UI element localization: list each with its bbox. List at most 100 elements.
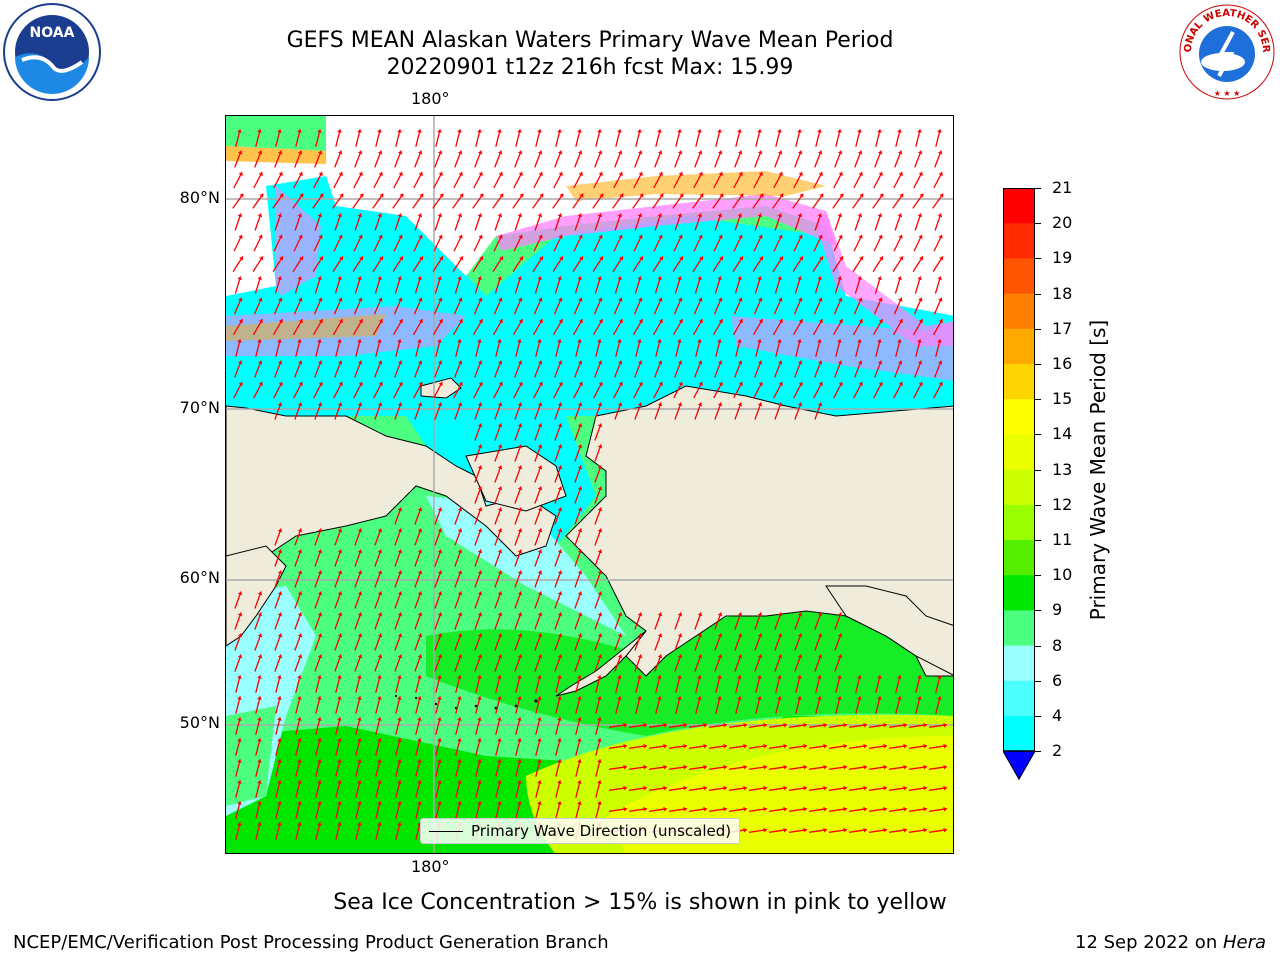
wave-arrow-head [478, 297, 483, 302]
wave-arrow-head [437, 717, 442, 721]
wave-arrow-head [517, 612, 523, 617]
wave-arrow-head [597, 801, 602, 805]
wave-arrow-head [723, 722, 727, 728]
wave-arrow-head [477, 423, 483, 428]
colorbar-label: Primary Wave Mean Period [s] [1086, 319, 1110, 621]
wave-arrow-head [623, 722, 627, 728]
wave-arrow-head [637, 276, 642, 281]
wave-arrow-head [617, 276, 622, 281]
wave-arrow-head [277, 612, 283, 617]
aleutian-islands [394, 694, 538, 710]
wave-arrow-head [397, 591, 403, 596]
wave-arrow-head [317, 213, 323, 218]
wave-arrow-head [837, 696, 842, 700]
wave-arrow-head [419, 193, 424, 198]
wave-arrow-head [497, 549, 503, 554]
wave-arrow-head [537, 150, 543, 155]
colorbar-extend-arrow [1003, 750, 1035, 781]
wave-arrow-head [579, 193, 584, 198]
wave-arrow-head [297, 738, 302, 742]
wave-arrow-head [597, 675, 602, 679]
wave-arrow-head [239, 256, 244, 261]
wave-arrow-head [337, 759, 342, 763]
wave-arrow-head [578, 382, 583, 386]
wave-arrow-head [897, 360, 903, 365]
wave-arrow-head [637, 213, 643, 218]
wave-arrow-head [317, 402, 323, 407]
wave-arrow-head [317, 528, 323, 533]
wave-arrow-head [477, 759, 482, 763]
wave-arrow-head [237, 213, 243, 218]
wave-arrow-head [798, 234, 803, 239]
wave-arrow-head [537, 339, 542, 343]
wave-arrow-head [843, 764, 847, 770]
colorbar-tick [1035, 258, 1041, 260]
wave-arrow-head [597, 738, 602, 742]
wave-arrow-head [518, 319, 523, 324]
wave-arrow-head [438, 234, 443, 239]
wave-arrow-head [437, 675, 442, 679]
colorbar-cell [1003, 364, 1035, 400]
wave-arrow-head [819, 256, 824, 261]
wave-arrow-head [257, 717, 262, 721]
colorbar-cell [1003, 328, 1035, 365]
wave-arrow-head [357, 717, 362, 721]
wave-arrow-head [338, 234, 343, 239]
wave-arrow-head [799, 193, 804, 198]
wave-arrow-head [517, 339, 522, 343]
wave-arrow-head [437, 780, 442, 784]
wave-arrow-head [317, 360, 323, 365]
colorbar-tick-label: 13 [1052, 459, 1073, 479]
wave-arrow-head [338, 382, 343, 386]
wave-arrow-head [477, 402, 483, 407]
wave-arrow-head [237, 360, 243, 365]
wave-arrow-head [477, 276, 482, 281]
wave-arrow-head [698, 172, 703, 176]
wave-arrow-head [859, 193, 864, 198]
wave-arrow-head [817, 129, 822, 133]
wave-arrow-head [917, 150, 923, 155]
footer-date: 12 Sep 2022 on Hera [1075, 932, 1266, 953]
ice-margin-beaufort [731, 316, 953, 381]
wave-arrow-head [277, 633, 283, 638]
wave-arrow-head [557, 612, 563, 617]
wave-arrow-head [517, 402, 523, 407]
wave-arrow-head [798, 382, 803, 386]
wave-arrow-head [777, 276, 782, 281]
wave-arrow-head [337, 780, 342, 784]
wave-arrow-head [277, 549, 283, 554]
wave-arrow-head [417, 129, 422, 133]
wave-arrow-head [558, 319, 563, 324]
wave-arrow-head [537, 717, 542, 721]
wave-arrow-head [657, 129, 662, 133]
wave-arrow-head [557, 486, 563, 491]
wave-arrow-head [417, 612, 423, 617]
wave-arrow-head [377, 129, 382, 133]
wave-arrow-head [497, 696, 502, 700]
wave-arrow-head [677, 213, 683, 218]
wave-arrow-head [477, 675, 482, 679]
wave-arrow-head [817, 360, 823, 365]
wave-arrow-head [577, 276, 582, 281]
wave-arrow-head [658, 382, 663, 386]
wave-arrow-head [717, 612, 723, 617]
wave-arrow-head [897, 276, 902, 281]
wave-arrow-head [557, 570, 563, 575]
wave-arrow-head [537, 129, 542, 133]
wave-arrow-head [257, 612, 263, 617]
wave-arrow-head [537, 549, 543, 554]
wave-arrow-head [577, 444, 583, 449]
land-wrangel-island [420, 377, 462, 399]
wave-arrow-head [377, 633, 383, 638]
wave-arrow-head [457, 339, 462, 343]
wave-arrow-head [377, 402, 383, 407]
wave-arrow-head [757, 402, 763, 407]
wave-arrow-head [697, 696, 702, 700]
wave-arrow-head [637, 612, 643, 617]
wave-arrow-head [757, 276, 762, 281]
wave-arrow-head [657, 360, 663, 365]
wave-arrow-head [497, 528, 503, 533]
wave-arrow-head [537, 570, 543, 575]
wave-arrow-head [497, 675, 502, 679]
wave-arrow-head [858, 297, 863, 302]
